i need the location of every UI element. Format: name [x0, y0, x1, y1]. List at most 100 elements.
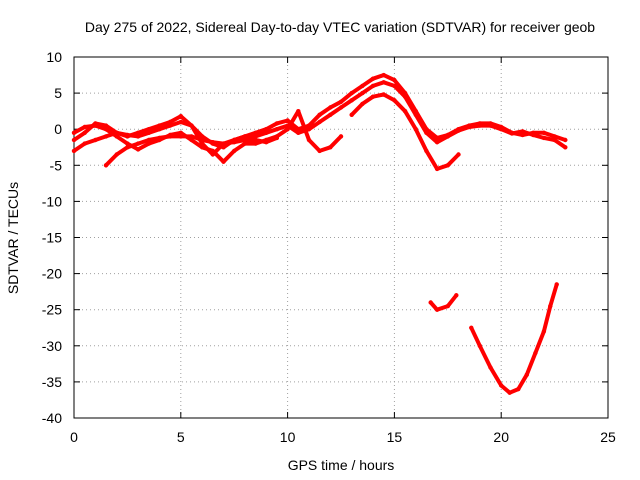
data-point [424, 148, 429, 154]
data-point [189, 123, 194, 128]
data-point [541, 329, 547, 334]
data-point [317, 148, 322, 154]
y-tick-label: 0 [54, 121, 62, 137]
data-point [392, 83, 397, 89]
data-point [499, 383, 504, 388]
series-track-7 [469, 282, 559, 395]
data-point [146, 130, 151, 135]
data-point [563, 137, 568, 143]
y-tick-label: -30 [42, 338, 62, 354]
data-point [200, 134, 205, 139]
data-point [135, 147, 141, 152]
data-point [531, 132, 536, 138]
y-tick-label: -40 [42, 410, 62, 426]
data-point [157, 123, 162, 128]
series-line [349, 92, 461, 171]
data-point [349, 90, 354, 96]
data-point [434, 166, 440, 172]
data-point [125, 141, 130, 146]
data-point [285, 118, 290, 123]
data-point [274, 127, 280, 132]
data-point [520, 129, 525, 134]
data-point [93, 137, 98, 143]
data-point [157, 135, 162, 141]
data-point [392, 77, 397, 83]
x-axis-ticks: 0 5 10 15 20 25 [70, 57, 616, 445]
data-point [370, 94, 376, 99]
data-point [445, 303, 450, 309]
grid-lines [74, 57, 608, 418]
data-point [82, 130, 87, 135]
data-point [499, 127, 504, 132]
data-point [445, 163, 450, 168]
data-point [167, 123, 173, 128]
chart-title: Day 275 of 2022, Sidereal Day-to-day VTE… [85, 19, 595, 35]
series-track-3 [71, 109, 344, 164]
data-point [509, 131, 515, 136]
data-point [178, 119, 183, 125]
y-tick-label: -35 [42, 374, 62, 390]
data-point [424, 130, 429, 135]
data-point [338, 134, 344, 139]
data-point [114, 152, 119, 157]
x-axis-label: GPS time / hours [288, 457, 395, 473]
data-point [232, 148, 237, 154]
data-point [242, 134, 248, 139]
data-point [413, 127, 418, 132]
data-point [563, 145, 568, 150]
data-point [178, 114, 183, 119]
data-point [328, 145, 333, 150]
series-line [469, 282, 559, 395]
x-tick-label: 15 [387, 429, 403, 445]
data-point [360, 83, 365, 89]
data-point [467, 124, 472, 130]
series-track-4 [103, 134, 280, 168]
data-point [488, 123, 493, 128]
data-point [135, 141, 141, 146]
x-tick-label: 0 [70, 429, 78, 445]
y-tick-label: -20 [42, 266, 62, 282]
data-point [125, 132, 130, 138]
data-point [103, 134, 109, 139]
y-tick-label: 5 [54, 85, 62, 101]
series-track-2 [71, 80, 568, 154]
data-point [93, 123, 98, 128]
data-point [189, 134, 194, 139]
data-point [306, 127, 312, 132]
data-point [82, 124, 87, 130]
data-point [253, 130, 258, 135]
data-point [328, 112, 333, 118]
data-point [125, 145, 130, 150]
data-point [360, 101, 365, 107]
data-point [103, 127, 109, 132]
data-point [232, 140, 237, 145]
data-point [135, 130, 141, 135]
series-line [428, 293, 459, 312]
data-point [210, 140, 215, 145]
data-point [146, 127, 151, 132]
data-point [264, 127, 269, 132]
data-point [264, 140, 269, 145]
data-point [454, 293, 459, 298]
data-point [103, 123, 109, 128]
data-point [469, 325, 474, 330]
data-point [434, 140, 440, 145]
y-tick-label: -10 [42, 193, 62, 209]
data-point [114, 134, 119, 139]
data-point [103, 163, 109, 168]
data-point [296, 109, 301, 114]
y-tick-label: -5 [50, 157, 63, 173]
data-point [520, 132, 525, 138]
y-tick-label: -15 [42, 230, 62, 246]
data-point [221, 141, 226, 146]
data-point [306, 137, 312, 143]
data-point [242, 141, 248, 146]
data-point [338, 105, 344, 110]
data-point [253, 137, 258, 143]
data-point [178, 130, 183, 135]
data-point [381, 80, 386, 85]
data-point [210, 148, 215, 154]
series-track-6 [428, 293, 459, 312]
series-line [72, 109, 343, 164]
data-point [285, 127, 290, 132]
